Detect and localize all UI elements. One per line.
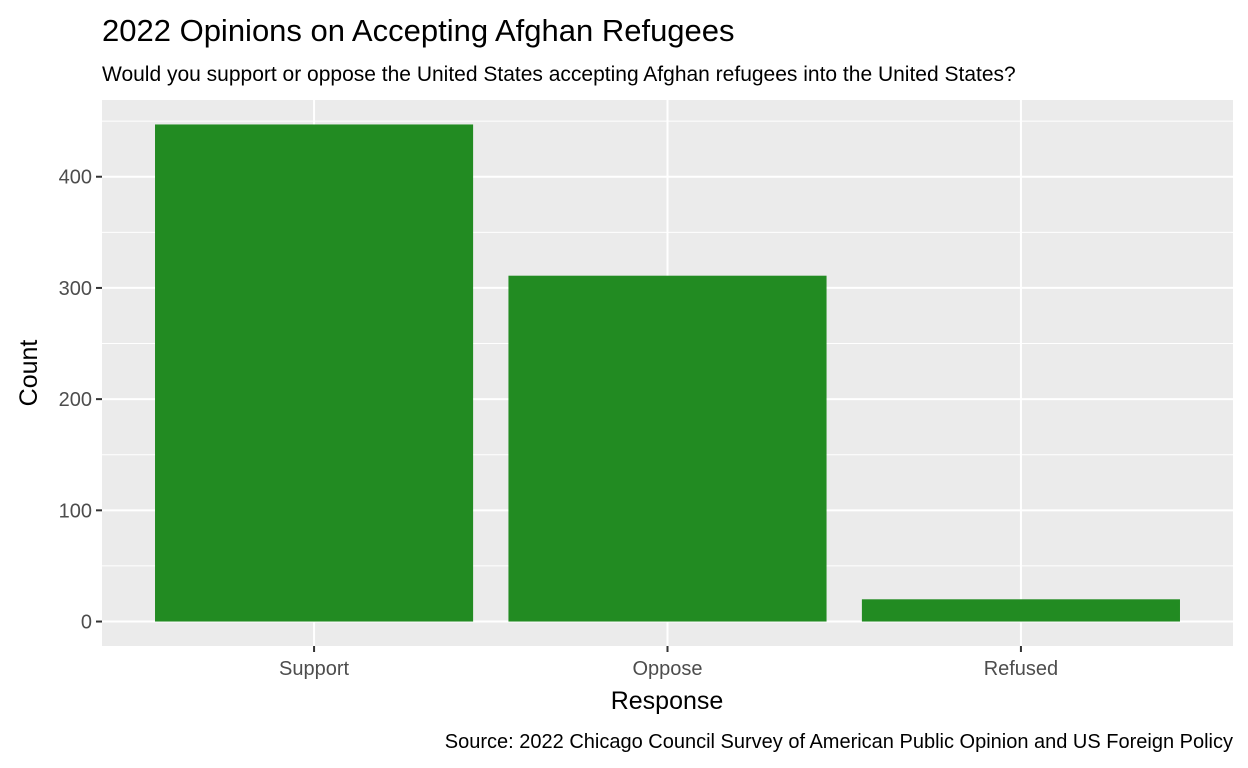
y-axis-label: Count	[15, 340, 43, 407]
y-tick-label: 200	[59, 389, 92, 411]
x-tick-label: Oppose	[632, 658, 702, 680]
bar-support	[155, 124, 473, 621]
x-tick-label: Refused	[984, 658, 1059, 680]
x-axis-label: Response	[611, 687, 724, 715]
chart-subtitle: Would you support or oppose the United S…	[102, 63, 1016, 86]
y-tick-label: 0	[81, 612, 92, 634]
y-tick-label: 400	[59, 167, 92, 189]
y-tick-label: 300	[59, 278, 92, 300]
bar-oppose	[508, 276, 826, 622]
x-axis-ticks: Support Oppose Refused	[279, 646, 1058, 680]
y-axis-ticks: 0 100 200 300 400	[59, 167, 102, 634]
x-tick-label: Support	[279, 658, 349, 680]
chart-caption: Source: 2022 Chicago Council Survey of A…	[445, 731, 1233, 753]
y-tick-label: 100	[59, 500, 92, 522]
bar-refused	[862, 599, 1180, 621]
chart-title: 2022 Opinions on Accepting Afghan Refuge…	[102, 13, 735, 48]
